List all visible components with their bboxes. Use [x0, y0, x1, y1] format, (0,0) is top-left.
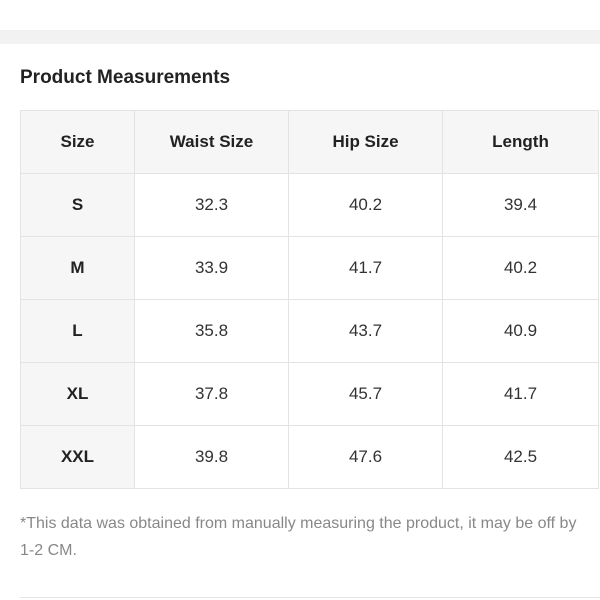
measurement-disclaimer: *This data was obtained from manually me…	[20, 515, 577, 559]
size-label-cell: L	[20, 299, 135, 363]
size-label-cell: S	[20, 173, 135, 237]
size-label-cell: M	[20, 236, 135, 300]
bottom-divider	[20, 597, 600, 598]
column-header-waist-size: Waist Size	[134, 110, 289, 174]
hip-size-cell: 47.6	[288, 425, 443, 489]
hip-size-cell: 43.7	[288, 299, 443, 363]
column-header-hip-size: Hip Size	[288, 110, 443, 174]
hip-size-cell: 41.7	[288, 236, 443, 300]
waist-size-cell: 35.8	[134, 299, 289, 363]
section-divider-band	[0, 30, 600, 44]
length-cell: 41.7	[442, 362, 599, 426]
waist-size-cell: 37.8	[134, 362, 289, 426]
measurements-table: Size Waist Size Hip Size Length S 32.3 4…	[20, 110, 599, 489]
length-cell: 39.4	[442, 173, 599, 237]
length-cell: 40.2	[442, 236, 599, 300]
waist-size-cell: 39.8	[134, 425, 289, 489]
table-header-row: Size Waist Size Hip Size Length	[20, 110, 599, 174]
size-label-cell: XXL	[20, 425, 135, 489]
table-row: L 35.8 43.7 40.9	[20, 299, 599, 363]
table-row: XL 37.8 45.7 41.7	[20, 362, 599, 426]
top-content-strip	[0, 0, 600, 30]
waist-size-cell: 32.3	[134, 173, 289, 237]
waist-size-cell: 33.9	[134, 236, 289, 300]
length-cell: 40.9	[442, 299, 599, 363]
column-header-length: Length	[442, 110, 599, 174]
hip-size-cell: 45.7	[288, 362, 443, 426]
table-row: S 32.3 40.2 39.4	[20, 173, 599, 237]
table-row: M 33.9 41.7 40.2	[20, 236, 599, 300]
column-header-size: Size	[20, 110, 135, 174]
hip-size-cell: 40.2	[288, 173, 443, 237]
table-row: XXL 39.8 47.6 42.5	[20, 425, 599, 489]
length-cell: 42.5	[442, 425, 599, 489]
section-title: Product Measurements	[20, 67, 231, 88]
size-label-cell: XL	[20, 362, 135, 426]
